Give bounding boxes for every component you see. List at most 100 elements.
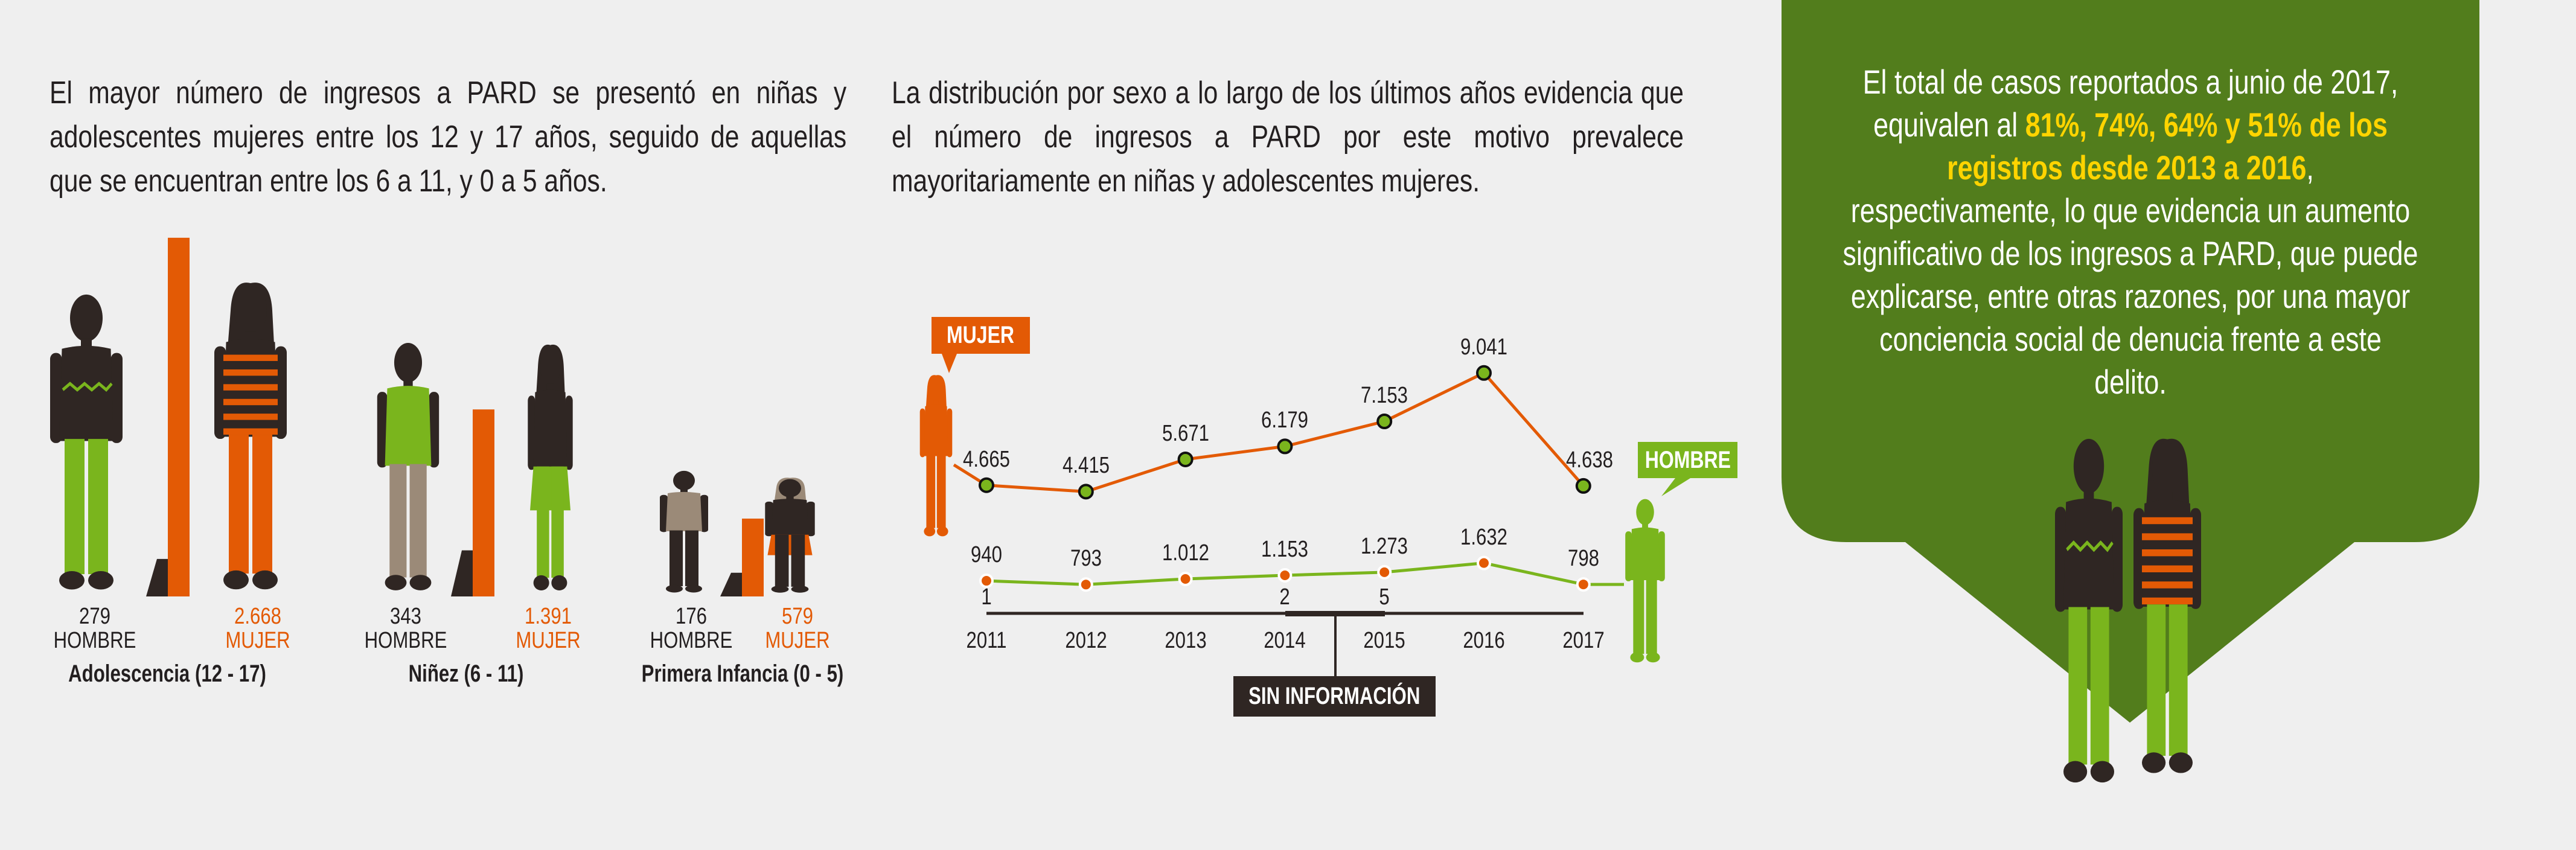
hombre-label: HOMBRE — [650, 628, 733, 653]
hombre-point — [1477, 555, 1491, 570]
hombre-value-label: 1.632 — [1460, 524, 1507, 550]
shoe-shape — [685, 584, 702, 593]
year-label: 2016 — [1463, 628, 1505, 653]
head-shape — [2152, 443, 2183, 496]
leg-shape — [2147, 604, 2166, 756]
torso-shape — [59, 345, 113, 441]
age-group-label: Primera Infancia (0 - 5) — [641, 660, 844, 687]
panel-man-figure — [2055, 438, 2123, 783]
zigzag-shape — [2066, 540, 2114, 552]
mujer-callout: MUJER — [932, 317, 1030, 354]
leg-shape — [2068, 607, 2088, 765]
age-group-label: Adolescencia (12 - 17) — [68, 660, 266, 687]
stripe-shape — [223, 354, 278, 361]
leg-shape — [2169, 604, 2188, 756]
head-shape — [540, 347, 561, 387]
shoe-shape — [936, 526, 948, 537]
torso-shape — [666, 491, 702, 531]
leg-shape — [537, 466, 549, 578]
shoe-shape — [88, 570, 113, 590]
mujer-label: MUJER — [765, 628, 830, 653]
shoe-shape — [223, 570, 249, 590]
mujer-callout-label: MUJER — [947, 322, 1015, 348]
neck-shape — [933, 400, 939, 407]
head-shape — [2073, 438, 2105, 494]
age-group-label: Niñez (6 - 11) — [408, 660, 524, 687]
hombre-callout-tail — [1661, 478, 1690, 496]
hombre-value-label: 940 — [971, 542, 1002, 568]
shoe-shape — [2169, 752, 2193, 773]
hombre-bar — [720, 572, 742, 596]
arm-shape — [50, 353, 62, 443]
shoe-shape — [533, 575, 549, 591]
hombre-bar — [451, 550, 473, 596]
mujer-point — [1376, 413, 1393, 429]
mujer-bar — [473, 409, 494, 596]
mujer-value-label: 6.179 — [1261, 407, 1309, 433]
shoe-shape — [409, 575, 432, 590]
mujer-value-label: 4.415 — [1062, 453, 1110, 479]
neck-shape — [1642, 523, 1648, 531]
leg-shape — [1633, 579, 1644, 654]
mujer-value-label: 579 — [782, 604, 813, 629]
arm-shape — [660, 494, 668, 532]
sin-informacion-label: SIN INFORMACIÓN — [1248, 683, 1421, 709]
arm-shape — [700, 494, 708, 532]
year-label: 2011 — [966, 628, 1007, 653]
torso-shape — [385, 386, 432, 466]
head-shape — [928, 377, 944, 403]
torso-shape — [1630, 527, 1660, 580]
stripe-shape — [2142, 565, 2193, 572]
stripe-shape — [223, 428, 278, 435]
shoe-shape — [252, 570, 278, 590]
missing-value-label: 1 — [981, 584, 992, 610]
arm-shape — [2133, 508, 2145, 609]
hombre-bar — [146, 558, 168, 596]
leg-shape — [2090, 607, 2109, 765]
stripe-shape — [2142, 549, 2193, 557]
leg-shape — [775, 534, 789, 587]
panel-highlight: 81%, 74%, 64% y 51% de los registros des… — [1947, 106, 2388, 187]
mujer-label: MUJER — [225, 628, 290, 653]
year-label: 2014 — [1264, 628, 1306, 653]
shoe-shape — [1646, 652, 1660, 663]
stripe-shape — [2142, 597, 2193, 605]
missing-value-label: 2 — [1279, 584, 1291, 610]
shoe-shape — [924, 526, 936, 537]
panel-text-after: , respectivamente, lo que evidencia un a… — [1843, 149, 2418, 401]
year-label: 2015 — [1363, 628, 1405, 653]
arm-shape — [275, 346, 287, 439]
skirt-shape — [530, 466, 570, 511]
torso-shape — [533, 389, 567, 468]
adolescent-girl-figure — [214, 283, 287, 590]
stripe-shape — [223, 414, 278, 420]
stripe-shape — [223, 384, 278, 391]
neck-shape — [546, 383, 554, 394]
hombre-value-label: 1.012 — [1162, 540, 1209, 566]
mujer-label: MUJER — [516, 628, 581, 653]
leg-shape — [670, 530, 683, 586]
adolescent-boy-figure — [50, 294, 123, 590]
torso-shape — [2063, 498, 2114, 610]
year-label: 2013 — [1164, 628, 1207, 653]
panel-woman-figure — [2133, 438, 2201, 773]
hombre-value-label: 1.273 — [1361, 533, 1408, 559]
man-green-figure — [1625, 499, 1665, 663]
mujer-point — [1476, 365, 1492, 381]
hombre-callout: HOMBRE — [1638, 442, 1737, 478]
mujer-value-label: 7.153 — [1361, 382, 1408, 408]
leg-shape — [936, 455, 946, 528]
mujer-bar — [742, 519, 764, 596]
mujer-value-label: 4.665 — [963, 446, 1010, 472]
leg-shape — [926, 455, 936, 528]
stripe-shape — [2142, 533, 2193, 540]
hombre-label: HOMBRE — [364, 628, 447, 653]
child-boy-figure — [377, 342, 439, 590]
leg-shape — [252, 435, 272, 574]
panel-summary-text: El total de casos reportados a junio de … — [1842, 60, 2420, 403]
shoe-shape — [2142, 752, 2166, 773]
toddler-girl-figure — [765, 478, 815, 593]
shoe-shape — [2090, 761, 2114, 783]
arm-shape — [528, 395, 535, 470]
